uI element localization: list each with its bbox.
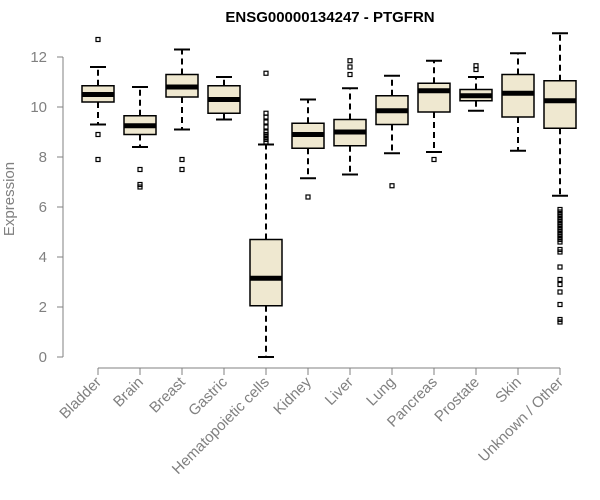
box-group xyxy=(123,86,157,190)
outlier-point xyxy=(557,249,563,255)
outlier-point xyxy=(347,71,353,78)
box-group xyxy=(207,76,241,121)
x-tick-label: Prostate xyxy=(431,374,483,426)
y-axis: 0 2 4 6 8 10 12 xyxy=(30,49,64,366)
outlier-point xyxy=(263,70,269,76)
y-tick-label: 12 xyxy=(30,49,47,66)
outlier-point xyxy=(263,119,269,125)
box-group xyxy=(333,58,367,176)
box-group xyxy=(459,63,493,112)
outlier-point xyxy=(263,114,269,120)
box-group xyxy=(249,70,283,358)
y-tick-label: 4 xyxy=(39,249,47,266)
outlier-point xyxy=(137,184,143,190)
box-group xyxy=(417,59,451,163)
outlier-point xyxy=(557,319,563,325)
y-axis-title: Expression xyxy=(1,162,18,236)
y-tick-label: 0 xyxy=(39,349,47,366)
box xyxy=(417,82,451,113)
y-tick-label: 8 xyxy=(39,149,47,166)
y-tick-label: 10 xyxy=(30,99,47,116)
outlier-point xyxy=(557,281,563,288)
box-group xyxy=(543,32,577,325)
x-tick-label: Skin xyxy=(492,374,525,407)
outlier-point xyxy=(347,58,353,64)
box-group xyxy=(81,36,115,163)
outlier-point xyxy=(557,276,563,283)
outlier-point xyxy=(557,289,563,295)
outlier-point xyxy=(557,239,563,245)
y-tick-label: 2 xyxy=(39,299,47,316)
chart-title: ENSG00000134247 - PTGFRN xyxy=(225,9,434,26)
outlier-point xyxy=(305,194,311,200)
outlier-point xyxy=(179,166,185,173)
outlier-point xyxy=(431,156,437,163)
box xyxy=(543,80,577,129)
x-tick-label: Bladder xyxy=(56,374,105,423)
box-group xyxy=(375,74,409,189)
box-group xyxy=(165,48,199,173)
outlier-point xyxy=(95,156,101,163)
y-tick-label: 6 xyxy=(39,199,47,216)
x-tick-label: Liver xyxy=(322,374,357,409)
outlier-point xyxy=(137,166,143,173)
outlier-point xyxy=(557,301,563,308)
outlier-point xyxy=(95,131,101,138)
box-group xyxy=(501,52,535,152)
outlier-point xyxy=(389,183,395,189)
outlier-point xyxy=(557,264,563,270)
outlier-point xyxy=(473,66,479,73)
outlier-point xyxy=(263,139,269,145)
x-tick-label: Breast xyxy=(146,373,189,416)
box xyxy=(249,238,283,307)
x-tick-label: Brain xyxy=(110,374,147,411)
boxes-layer xyxy=(81,32,577,358)
outlier-point xyxy=(347,64,353,70)
outlier-point xyxy=(95,36,101,43)
outlier-point xyxy=(263,124,269,130)
outlier-point xyxy=(179,156,185,163)
x-tick-label: Lung xyxy=(363,374,399,410)
box-group xyxy=(291,98,325,200)
x-tick-label: Kidney xyxy=(270,373,315,418)
